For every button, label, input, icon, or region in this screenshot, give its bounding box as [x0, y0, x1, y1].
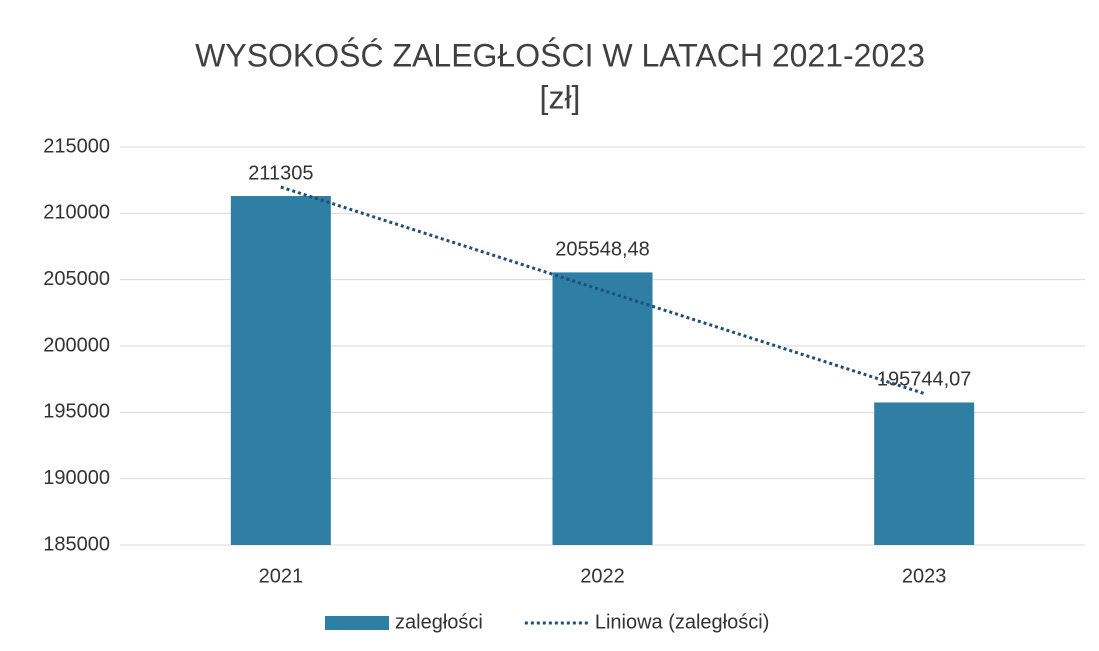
- y-tick-label: 195000: [43, 401, 110, 423]
- y-tick-label: 185000: [43, 533, 110, 555]
- x-tick-label: 2021: [259, 565, 304, 587]
- data-label: 211305: [248, 162, 313, 184]
- legend-swatch: [325, 616, 389, 630]
- bar: [230, 196, 331, 546]
- y-tick-label: 210000: [43, 202, 110, 224]
- y-tick-label: 200000: [43, 334, 110, 356]
- y-tick-label: 215000: [43, 135, 110, 157]
- data-label: 205548,48: [555, 239, 650, 261]
- data-label: 195744,07: [877, 369, 972, 391]
- y-tick-label: 190000: [43, 467, 110, 489]
- x-tick-label: 2022: [580, 565, 625, 587]
- legend-label: zaległości: [395, 611, 483, 633]
- chart-title: WYSOKOŚĆ ZALEGŁOŚCI W LATACH 2021-2023: [195, 37, 925, 73]
- y-tick-label: 205000: [43, 268, 110, 290]
- chart-subtitle: [zł]: [540, 79, 581, 115]
- x-tick-label: 2023: [902, 565, 947, 587]
- legend-label: Liniowa (zaległości): [595, 611, 770, 633]
- trend-line: [280, 185, 925, 395]
- bar: [874, 402, 975, 545]
- bar: [552, 272, 653, 545]
